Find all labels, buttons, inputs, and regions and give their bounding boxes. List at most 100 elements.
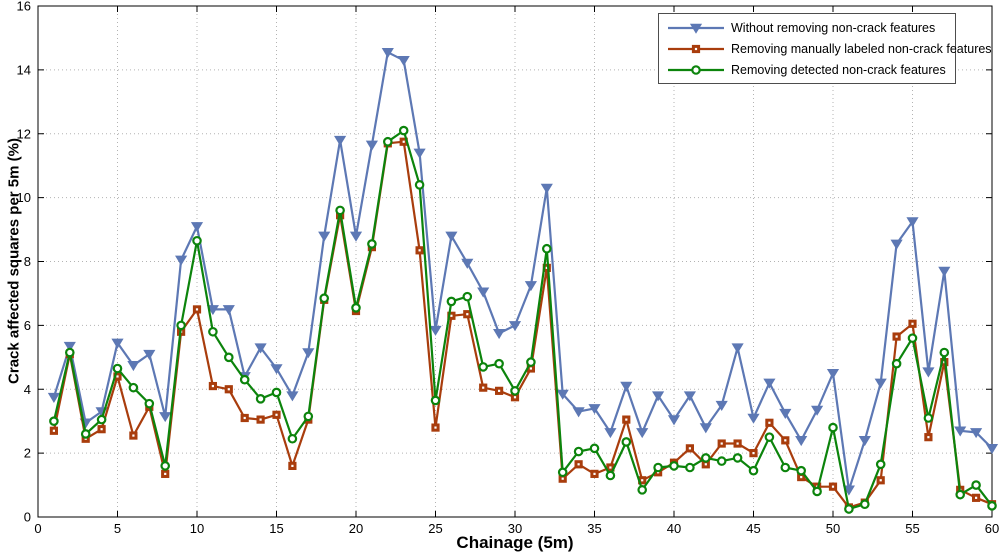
marker-square-center: [927, 436, 930, 439]
marker-square-center: [561, 477, 564, 480]
marker-triangle-down-icon: [667, 415, 681, 426]
marker-circle-icon: [875, 459, 886, 470]
marker-triangle-down-icon: [222, 305, 235, 316]
x-tick-label: 0: [34, 521, 41, 536]
marker-triangle-down-icon: [445, 231, 458, 242]
marker-triangle-down-icon: [938, 266, 951, 277]
marker-circle-icon: [526, 357, 536, 367]
x-tick-label: 40: [667, 521, 681, 536]
x-axis-label: Chainage (5m): [456, 533, 574, 552]
marker-circle-icon: [255, 394, 266, 404]
x-tick-label: 45: [746, 521, 760, 536]
marker-circle-icon: [462, 291, 473, 302]
marker-triangle-down-icon: [858, 436, 871, 447]
marker-triangle-down-icon: [254, 343, 267, 354]
marker-triangle-down-icon: [588, 404, 601, 415]
marker-circle-icon: [65, 347, 75, 358]
marker-circle-icon: [748, 465, 759, 476]
marker-circle-icon: [303, 411, 314, 422]
y-tick-label: 10: [17, 190, 31, 205]
marker-square-center: [498, 389, 501, 392]
marker-square-center: [577, 463, 580, 466]
marker-triangle-down-icon: [111, 338, 124, 349]
marker-circle-icon: [653, 462, 663, 473]
marker-circle-icon: [446, 296, 457, 307]
marker-triangle-down-icon: [906, 217, 919, 228]
marker-square-center: [466, 313, 469, 316]
marker-square-center: [609, 466, 612, 469]
marker-square-center: [736, 442, 739, 445]
series-line: [52, 129, 993, 511]
marker-triangle-down-icon: [381, 48, 394, 59]
marker-circle-icon: [923, 413, 934, 423]
legend-swatch-triangle-down-icon: [668, 23, 724, 34]
marker-circle-icon: [780, 462, 791, 473]
marker-triangle-down-icon: [270, 364, 283, 375]
marker-square-center: [975, 496, 978, 499]
marker-circle-icon: [828, 422, 838, 433]
marker-triangle-down-icon: [159, 412, 172, 423]
marker-circle-icon: [192, 235, 202, 246]
marker-triangle-down-icon: [63, 341, 76, 352]
marker-triangle-down-icon: [572, 407, 585, 418]
x-tick-label: 30: [508, 521, 522, 536]
marker-square-center: [694, 47, 698, 50]
x-tick-label: 55: [905, 521, 919, 536]
marker-circle-icon: [287, 433, 298, 444]
x-tick-label: 25: [428, 521, 442, 536]
marker-triangle-down-icon: [683, 391, 696, 402]
marker-square-center: [879, 479, 882, 482]
marker-circle-icon: [859, 499, 870, 510]
marker-square-center: [259, 418, 262, 421]
marker-square-center: [831, 485, 835, 488]
marker-square-center: [195, 308, 199, 311]
marker-triangle-down-icon: [699, 423, 712, 434]
marker-circle-icon: [891, 358, 902, 369]
marker-triangle-down-icon: [556, 389, 569, 400]
legend-label: Removing detected non-crack features: [731, 62, 946, 77]
marker-triangle-down-icon: [127, 360, 140, 372]
marker-triangle-down-icon: [477, 287, 490, 298]
marker-circle-icon: [669, 461, 679, 471]
marker-circle-icon: [732, 453, 743, 463]
marker-triangle-down-icon: [143, 349, 156, 360]
marker-circle-icon: [796, 465, 807, 476]
marker-circle-icon: [430, 395, 441, 406]
marker-triangle-down-icon: [334, 135, 347, 146]
marker-circle-icon: [700, 453, 711, 463]
marker-square-center: [450, 314, 453, 317]
marker-triangle-down-icon: [429, 325, 442, 336]
marker-circle-icon: [335, 205, 345, 216]
marker-circle-icon: [128, 382, 139, 393]
marker-triangle-down-icon: [954, 426, 967, 437]
marker-circle-icon: [685, 462, 695, 473]
legend-item: Without removing non-crack features: [665, 17, 949, 38]
y-tick-label: 0: [24, 510, 31, 525]
x-tick-label: 5: [114, 521, 121, 536]
marker-square-center: [402, 140, 405, 143]
legend-item: Removing detected non-crack features: [665, 59, 949, 80]
legend-swatch-circle-icon: [668, 64, 724, 75]
marker-circle-icon: [239, 374, 250, 385]
marker-circle-icon: [637, 485, 648, 495]
x-tick-label: 20: [349, 521, 363, 536]
marker-circle-icon: [176, 320, 186, 331]
marker-circle-icon: [589, 443, 600, 454]
marker-triangle-down-icon: [811, 405, 824, 416]
marker-circle-icon: [319, 293, 330, 304]
marker-triangle-down-icon: [747, 413, 760, 424]
marker-triangle-down-icon: [413, 148, 426, 159]
marker-square-center: [688, 447, 691, 450]
marker-circle-icon: [716, 456, 727, 466]
marker-circle-icon: [351, 303, 361, 313]
marker-triangle-down-icon: [715, 400, 728, 411]
x-tick-label: 10: [190, 521, 204, 536]
marker-triangle-down-icon: [540, 183, 553, 194]
marker-triangle-down-icon: [689, 23, 703, 34]
marker-circle-icon: [955, 489, 966, 500]
marker-circle-icon: [80, 429, 91, 439]
marker-circle-icon: [96, 414, 107, 425]
marker-square-center: [275, 413, 278, 416]
marker-triangle-down-icon: [493, 329, 506, 340]
marker-triangle-down-icon: [508, 321, 522, 332]
